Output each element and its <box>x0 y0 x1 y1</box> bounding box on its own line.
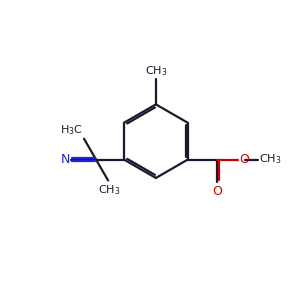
Text: CH$_3$: CH$_3$ <box>259 153 281 166</box>
Text: N: N <box>61 153 70 166</box>
Text: H$_3$C: H$_3$C <box>60 123 82 136</box>
Text: O: O <box>212 185 222 198</box>
Text: CH$_3$: CH$_3$ <box>98 183 121 197</box>
Text: O: O <box>240 153 250 166</box>
Text: CH$_3$: CH$_3$ <box>145 64 167 78</box>
